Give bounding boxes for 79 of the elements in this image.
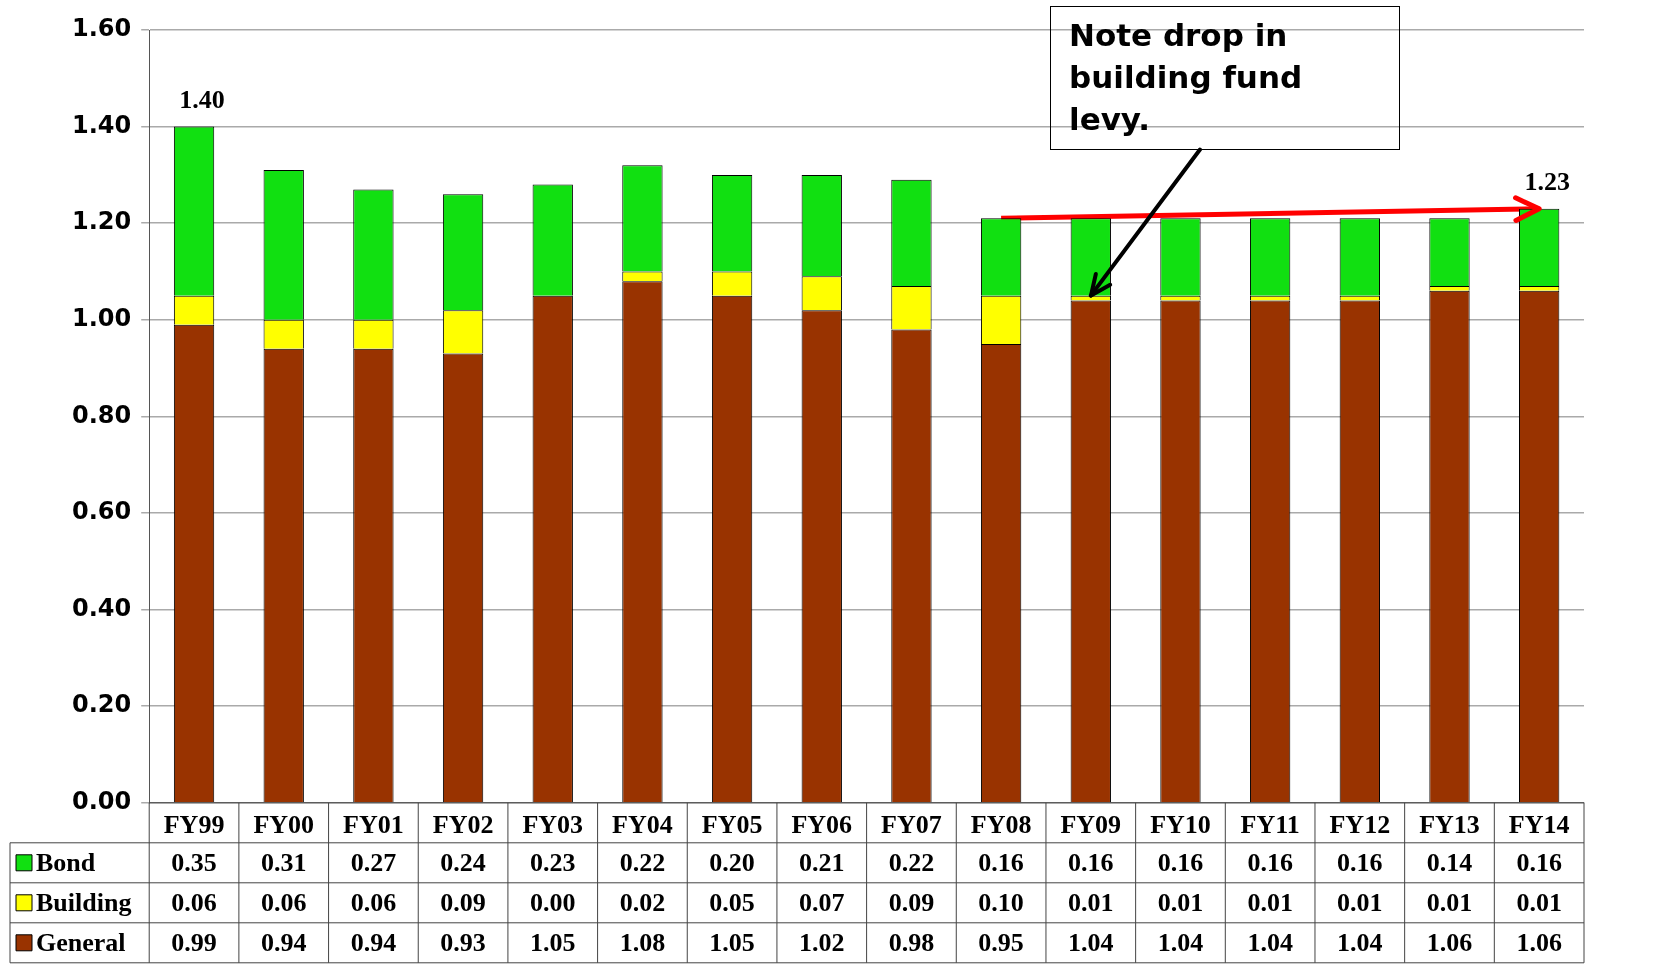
data-label: 0.31 (260, 847, 307, 877)
data-label: 0.23 (530, 847, 576, 877)
data-label: 0.16 (1337, 847, 1383, 877)
x-tick-label: FY09 (1060, 810, 1122, 840)
data-label: 0.02 (619, 887, 666, 917)
data-label: 0.95 (978, 927, 1024, 957)
x-tick-label: FY11 (1240, 810, 1300, 840)
data-label: 0.05 (709, 887, 755, 917)
data-label: 1.06 (1426, 927, 1473, 957)
y-tick-label: 0.20 (72, 690, 132, 719)
data-label: 0.01 (1337, 887, 1383, 917)
data-label: 0.01 (1247, 887, 1293, 917)
data-label: 0.06 (350, 887, 397, 917)
data-label: 0.16 (1247, 847, 1293, 877)
y-tick-label: 0.00 (72, 787, 132, 816)
data-label: 1.04 (1157, 927, 1204, 957)
data-label: 1.04 (1337, 927, 1383, 957)
x-tick-label: FY14 (1508, 810, 1570, 840)
data-label: 0.07 (799, 887, 845, 917)
x-tick-label: FY02 (432, 810, 494, 840)
legend-label: Building (36, 887, 132, 917)
data-label: 1.04 (1068, 927, 1114, 957)
data-label: 0.09 (888, 887, 935, 917)
data-label: 0.22 (888, 847, 935, 877)
data-label: 1.02 (799, 927, 845, 957)
data-label: 0.00 (530, 887, 576, 917)
x-tick-label: FY00 (253, 810, 315, 840)
data-label: 0.93 (440, 927, 486, 957)
x-tick-label: FY07 (881, 810, 942, 840)
data-label: 0.01 (1426, 887, 1473, 917)
y-tick-label: 0.80 (72, 400, 132, 429)
x-tick-label: FY13 (1419, 810, 1480, 840)
x-tick-label: FY08 (970, 810, 1032, 840)
data-label: 0.16 (1516, 847, 1562, 877)
data-label: 0.09 (440, 887, 486, 917)
x-tick-label: FY06 (791, 810, 853, 840)
data-label: 0.06 (260, 887, 307, 917)
data-label: 0.98 (888, 927, 935, 957)
y-tick-label: 1.60 (72, 14, 132, 43)
data-label: 1.05 (530, 927, 576, 957)
data-label: 0.01 (1068, 887, 1114, 917)
data-label: 0.24 (440, 847, 486, 877)
total-label: 1.23 (1524, 167, 1570, 197)
data-label: 0.16 (1068, 847, 1114, 877)
data-label: 0.94 (350, 927, 397, 957)
x-tick-label: FY03 (522, 810, 584, 840)
data-label: 1.04 (1247, 927, 1293, 957)
data-label: 1.06 (1516, 927, 1562, 957)
y-tick-label: 0.40 (72, 593, 132, 622)
annotation: Note drop in building fund levy. (1050, 6, 1400, 150)
data-label: 0.99 (171, 927, 217, 957)
x-tick-label: FY05 (701, 810, 763, 840)
y-tick-label: 1.20 (72, 207, 132, 236)
x-tick-label: FY10 (1150, 810, 1211, 840)
data-label: 0.10 (978, 887, 1024, 917)
legend-label: General (36, 927, 126, 957)
data-label: 0.20 (709, 847, 755, 877)
data-label: 0.14 (1426, 847, 1473, 877)
data-label: 0.16 (978, 847, 1024, 877)
y-tick-label: 1.00 (72, 304, 132, 333)
data-label: 0.27 (350, 847, 397, 877)
x-tick-label: FY99 (163, 810, 225, 840)
data-label: 0.94 (260, 927, 307, 957)
y-tick-label: 0.60 (72, 497, 132, 526)
data-label: 0.21 (799, 847, 845, 877)
data-label: 0.01 (1157, 887, 1204, 917)
data-label: 0.01 (1516, 887, 1562, 917)
data-label: 0.06 (171, 887, 217, 917)
data-label: 1.08 (619, 927, 666, 957)
x-tick-label: FY12 (1329, 810, 1391, 840)
x-tick-label: FY04 (612, 810, 673, 840)
y-tick-label: 1.40 (72, 110, 132, 139)
data-label: 0.35 (171, 847, 217, 877)
legend-label: Bond (36, 847, 96, 877)
x-tick-label: FY01 (343, 810, 404, 840)
total-label: 1.40 (179, 85, 225, 115)
data-label: 0.22 (619, 847, 666, 877)
data-label: 0.16 (1157, 847, 1204, 877)
data-label: 1.05 (709, 927, 755, 957)
